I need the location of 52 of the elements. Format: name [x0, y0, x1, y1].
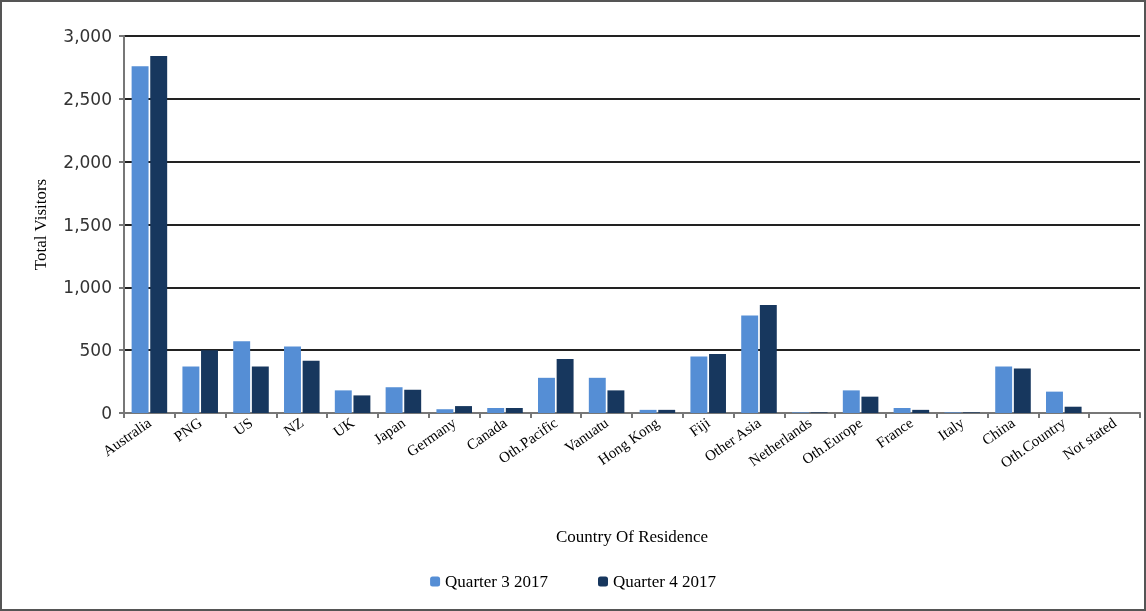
bar — [487, 407, 505, 413]
bar — [436, 409, 454, 413]
bar — [759, 304, 777, 413]
bar — [233, 341, 251, 413]
y-tick-label: 2,000 — [63, 151, 112, 172]
legend-label: Quarter 3 2017 — [445, 572, 549, 591]
bar — [588, 377, 606, 413]
bar — [302, 360, 320, 413]
bar — [385, 387, 403, 413]
bar — [150, 56, 168, 413]
bar — [639, 409, 657, 413]
bar — [251, 366, 269, 413]
bar — [353, 395, 371, 413]
bar — [334, 390, 352, 413]
legend-label: Quarter 4 2017 — [613, 572, 717, 591]
bar — [1013, 368, 1031, 413]
bar — [893, 407, 911, 413]
y-tick-label: 500 — [79, 340, 112, 361]
bar — [284, 346, 301, 413]
x-tick-label: Fiji — [686, 414, 713, 440]
x-tick-label: Italy — [935, 414, 968, 444]
bar — [842, 390, 860, 413]
bar — [1064, 406, 1082, 413]
y-tick-label: 2,500 — [63, 88, 112, 109]
bar — [1046, 391, 1063, 413]
y-tick-label: 1,500 — [63, 214, 112, 235]
bar — [658, 409, 676, 413]
y-tick-label: 3,000 — [63, 26, 112, 46]
x-tick-label: US — [230, 414, 256, 439]
x-tick-label: NZ — [280, 414, 307, 440]
bar — [861, 396, 879, 413]
y-axis-title: Total Visitors — [31, 178, 50, 271]
bar — [538, 377, 555, 413]
bar — [607, 390, 625, 413]
y-tick-label: 1,000 — [63, 277, 112, 298]
bar — [912, 409, 930, 413]
bar — [455, 406, 472, 413]
bar — [709, 353, 726, 413]
bar — [404, 389, 422, 413]
bar — [201, 350, 218, 413]
x-axis-title: Country Of Residence — [555, 527, 709, 546]
x-tick-label: UK — [330, 414, 358, 440]
bar — [995, 366, 1013, 413]
bar — [505, 407, 523, 413]
x-tick-label: Japan — [370, 414, 409, 448]
x-tick-label: PNG — [171, 414, 205, 445]
bar — [741, 315, 759, 413]
bar — [556, 358, 574, 413]
bar — [131, 66, 149, 413]
bar — [182, 366, 200, 413]
y-tick-label: 0 — [101, 403, 112, 423]
bar — [690, 356, 708, 413]
